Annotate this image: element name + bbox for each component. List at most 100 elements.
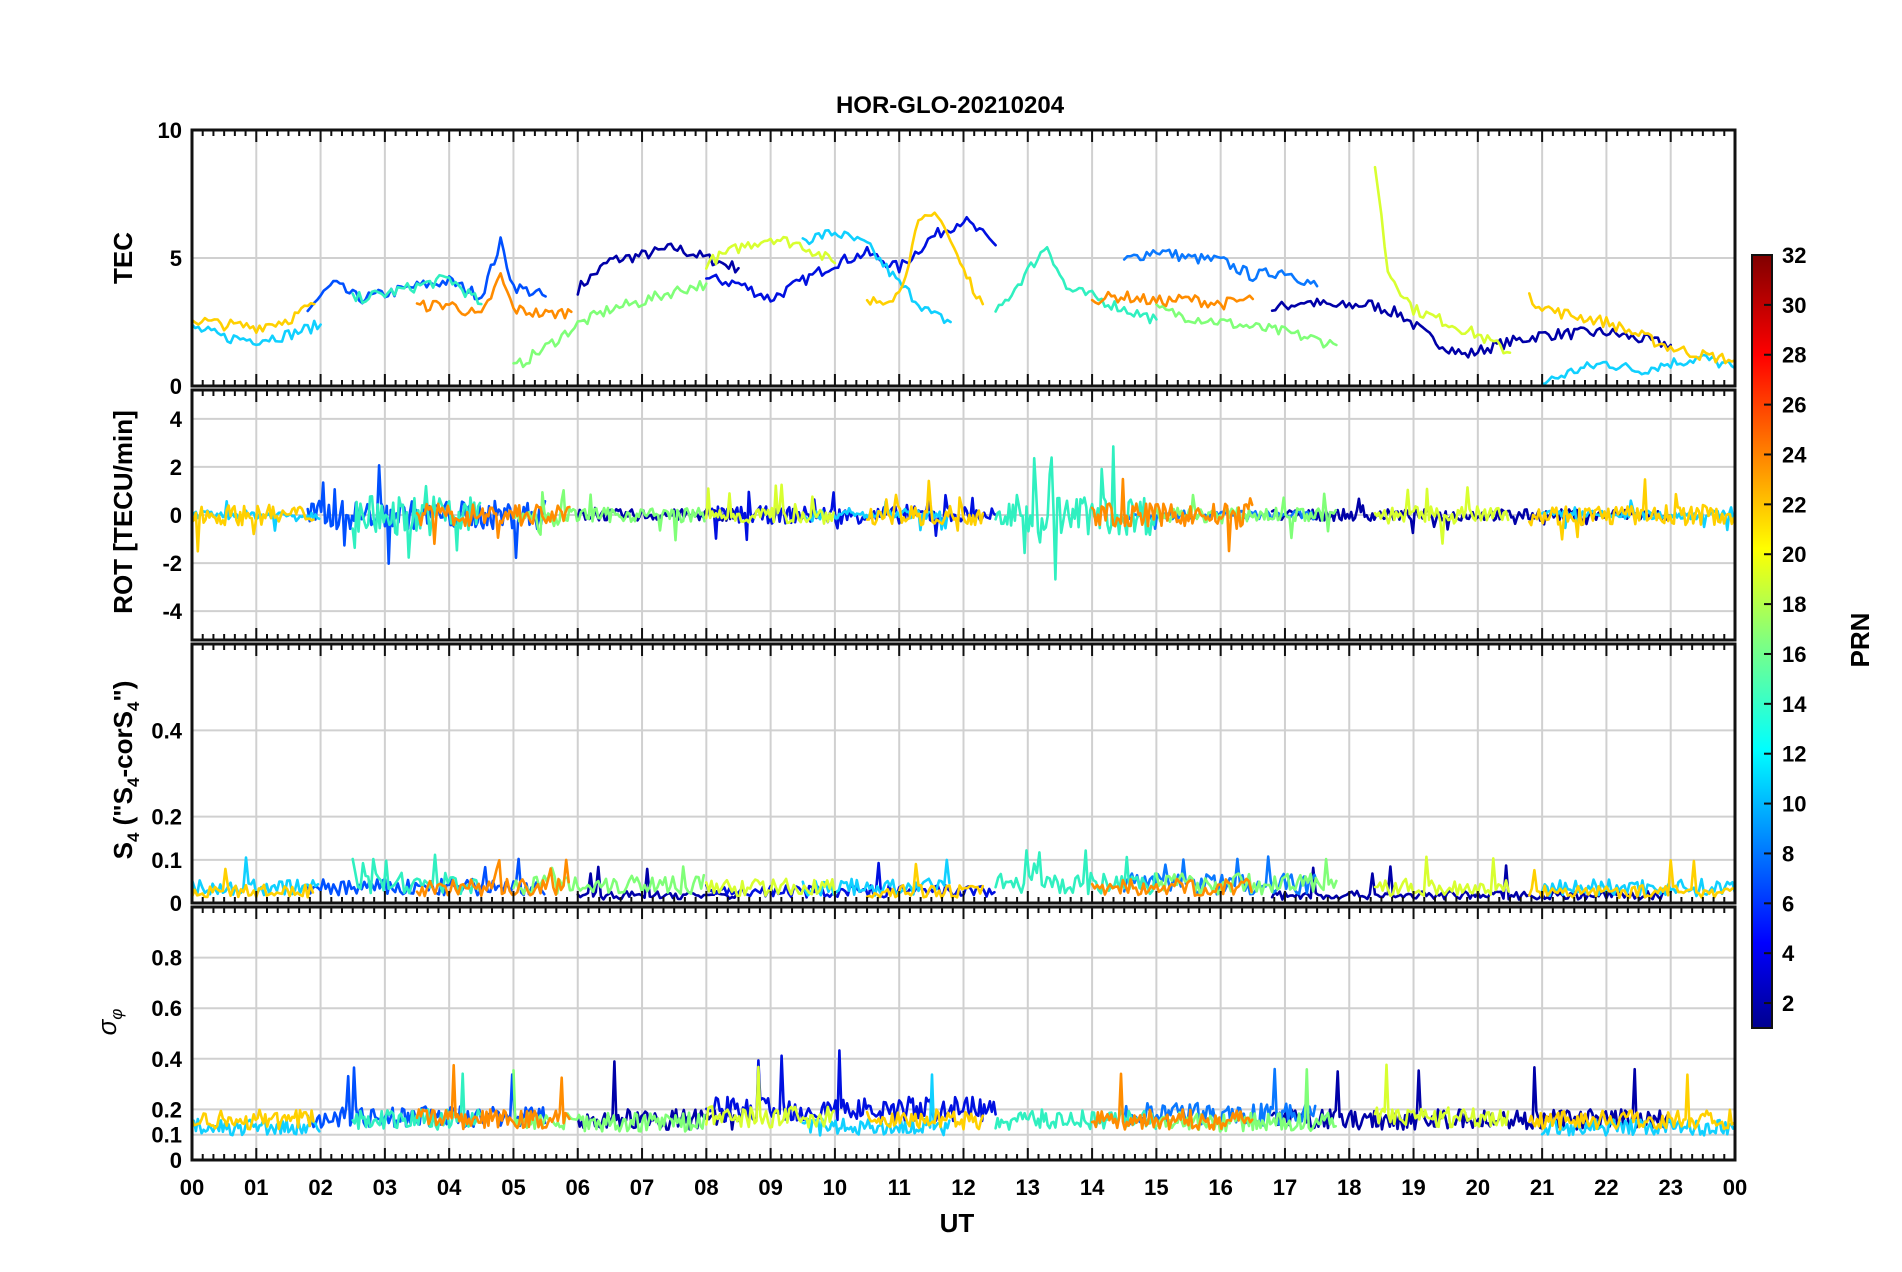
x-tick-label: 21 (1530, 1175, 1554, 1200)
s4-ytick-label: 0.2 (151, 805, 182, 830)
x-axis-label: UT (940, 1208, 975, 1238)
colorbar-label: PRN (1845, 613, 1875, 668)
rot-ytick-label: -4 (162, 599, 182, 624)
tec-series-prn-14 (351, 273, 483, 306)
tec-series-prn-1 (1270, 297, 1672, 359)
colorbar-tick-label: 24 (1782, 442, 1807, 467)
tec-series-prn-11 (190, 319, 322, 347)
x-tick-label: 14 (1080, 1175, 1105, 1200)
s4-series-prn-14 (994, 849, 1157, 896)
x-tick-label: 16 (1208, 1175, 1232, 1200)
sigma-series-prn-23 (415, 1063, 571, 1131)
s4-series-prn-1 (576, 865, 739, 901)
x-tick-label: 22 (1594, 1175, 1618, 1200)
x-tick-label: 03 (373, 1175, 397, 1200)
rot-series-prn-17 (512, 489, 706, 542)
colorbar-gradient (1751, 254, 1773, 1029)
tec-series-prn-19 (1373, 165, 1512, 355)
sigma-series-prn-23 (1090, 1072, 1254, 1131)
s4-series-prn-21 (865, 862, 985, 900)
tec-series-prn-17 (512, 280, 708, 369)
tec-series-prn-23 (415, 272, 573, 320)
tec-series-prn-23 (1090, 290, 1255, 311)
s4-series-prn-11 (190, 856, 320, 897)
x-tick-label: 04 (437, 1175, 462, 1200)
x-tick-label: 00 (1723, 1175, 1747, 1200)
rot-series-prn-14 (351, 484, 482, 559)
sigma-ytick-label: 0.6 (151, 996, 182, 1021)
x-tick-label: 05 (501, 1175, 525, 1200)
tec-series-prn-21 (190, 301, 316, 334)
x-axis-ticks: 00 01 02 03 04 05 06 07 08 09 10 11 12 13 14 15 16 17 18 19… (180, 1175, 1747, 1200)
x-tick-label: 15 (1144, 1175, 1168, 1200)
colorbar-tick-label: 28 (1782, 343, 1806, 368)
s4-series-prn-21 (1528, 859, 1737, 900)
colorbar-tick-label: 30 (1782, 293, 1806, 318)
colorbar-tick-label: 20 (1782, 542, 1806, 567)
sigma-ytick-label: 0.2 (151, 1097, 182, 1122)
x-tick-label: 01 (244, 1175, 268, 1200)
sigma-series-prn-21 (1528, 1073, 1735, 1131)
rot-series-prn-21 (865, 479, 985, 532)
tec-ytick-label: 0 (170, 374, 182, 399)
tec-series-prn-14 (994, 246, 1158, 325)
x-tick-label: 19 (1401, 1175, 1425, 1200)
tec-series-prn-21 (865, 211, 985, 306)
s4-series-prn-11 (801, 858, 951, 897)
sigma-series-prn-19 (705, 1065, 835, 1129)
sigma-series-prn-14 (994, 1108, 1157, 1131)
colorbar-tick-label: 26 (1782, 393, 1806, 418)
tec-ytick-label: 10 (158, 118, 182, 143)
rot-series-prn-19 (1373, 486, 1510, 545)
rot-ytick-label: 0 (170, 503, 182, 528)
s4-series-prn-17 (1155, 857, 1338, 896)
rot-y-label: ROT [TECU/min] (108, 410, 138, 614)
colorbar-tick-label: 6 (1782, 891, 1794, 916)
tec-series-prn-5 (306, 236, 547, 313)
x-tick-label: 17 (1273, 1175, 1297, 1200)
sigma-series-prn-21 (190, 1108, 315, 1131)
s4-series-prn-7 (1122, 855, 1319, 896)
s4-ytick-label: 0 (170, 891, 182, 916)
sigma-series-prn-17 (512, 1068, 706, 1133)
colorbar-tick-label: 12 (1782, 742, 1806, 767)
rot-ytick-label: -2 (162, 551, 182, 576)
tec-series-prn-11 (1540, 353, 1737, 386)
sigma-ytick-label: 0.8 (151, 946, 182, 971)
panel-sigma: 00.10.2 0.4 0.6 0.8 (151, 905, 1737, 1173)
s4-y-label: S4 ("S4-corS4") (108, 681, 143, 860)
sigma-series-prn-19 (1373, 1063, 1510, 1129)
colorbar-tick-label: 4 (1782, 941, 1795, 966)
sigma-y-label: σφ (92, 1009, 126, 1036)
s4-series-prn-17 (512, 865, 706, 896)
rot-ytick-label: 4 (170, 407, 183, 432)
x-tick-label: 06 (566, 1175, 590, 1200)
tec-ytick-label: 5 (170, 246, 182, 271)
x-tick-label: 23 (1658, 1175, 1682, 1200)
rot-series-prn-21 (190, 503, 315, 553)
colorbar-tick-label: 14 (1782, 692, 1807, 717)
rot-series-prn-23 (1090, 477, 1254, 553)
rot-series-prn-19 (705, 483, 835, 525)
rot-series-prn-5 (306, 464, 547, 565)
sigma-ytick-label: 0.4 (151, 1047, 182, 1072)
chart-title: HOR-GLO-20210204 (836, 92, 1065, 119)
s4-ytick-label: 0.1 (151, 848, 182, 873)
x-tick-label: 10 (823, 1175, 847, 1200)
x-tick-label: 00 (180, 1175, 204, 1200)
tec-series-prn-11 (801, 229, 952, 325)
colorbar-tick-label: 32 (1782, 243, 1806, 268)
s4-series-prn-14 (351, 853, 480, 896)
x-tick-label: 09 (758, 1175, 782, 1200)
s4-series-prn-23 (1090, 877, 1253, 897)
colorbar-tick-label: 18 (1782, 592, 1806, 617)
colorbar-tick-label: 10 (1782, 792, 1806, 817)
x-tick-label: 11 (888, 1175, 911, 1200)
colorbar-tick-label: 22 (1782, 492, 1806, 517)
x-tick-label: 12 (951, 1175, 975, 1200)
x-tick-label: 18 (1337, 1175, 1361, 1200)
s4-series-prn-19 (1373, 855, 1510, 898)
tec-y-label: TEC (108, 232, 138, 284)
